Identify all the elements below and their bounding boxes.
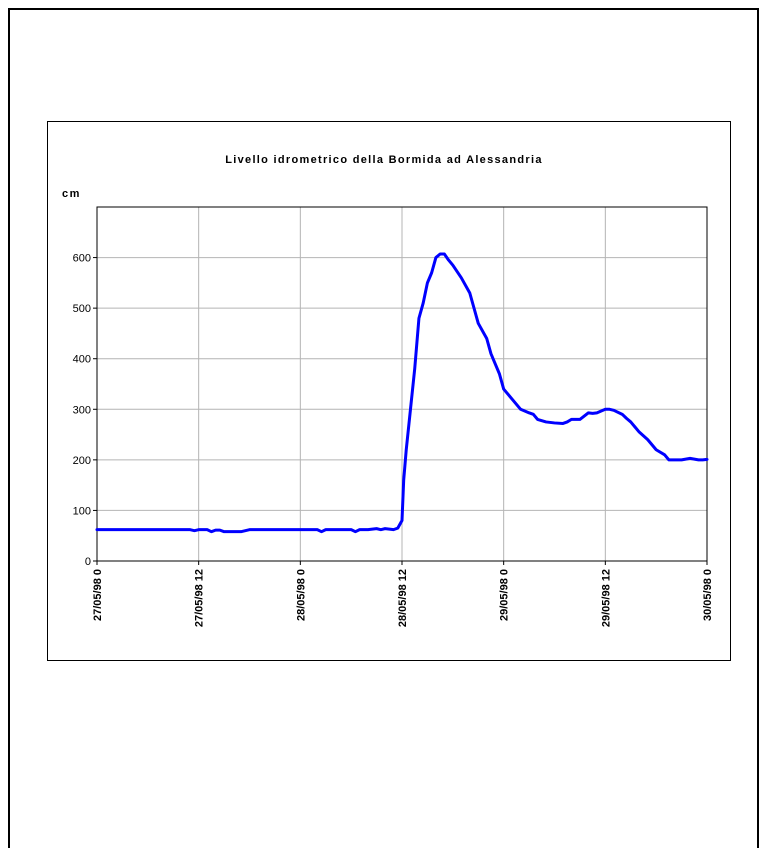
y-tick-label: 400 [73, 354, 91, 366]
y-tick-label: 600 [73, 253, 91, 265]
x-tick-label: 28/05/98 0 [295, 569, 307, 621]
y-tick-label: 200 [73, 455, 91, 467]
x-tick-label: 30/05/98 0 [702, 569, 714, 621]
y-tick-label: 300 [73, 404, 91, 416]
y-axis-ticks: 0 100 200 300 400 500 600 [73, 253, 97, 568]
chart-title: Livello idrometrico della Bormida ad Ale… [225, 154, 543, 166]
y-tick-label: 0 [85, 556, 91, 568]
page-frame [8, 8, 759, 848]
y-axis-label: cm [62, 188, 81, 200]
x-tick-label: 29/05/98 0 [499, 569, 511, 621]
chart-container: Livello idrometrico della Bormida ad Ale… [47, 121, 731, 661]
x-tick-label: 27/05/98 12 [194, 569, 206, 627]
series-line [95, 252, 709, 534]
x-tick-label: 29/05/98 12 [600, 569, 612, 627]
y-tick-label: 500 [73, 303, 91, 315]
x-axis-ticks: 27/05/98 0 27/05/98 12 28/05/98 0 28/05/98 … [92, 561, 714, 627]
grid-lines [97, 207, 707, 561]
x-tick-label: 27/05/98 0 [92, 569, 104, 621]
x-tick-label: 28/05/98 12 [397, 569, 409, 627]
y-tick-label: 100 [73, 505, 91, 517]
chart-svg: Livello idrometrico della Bormida ad Ale… [62, 154, 714, 627]
series-group [95, 252, 709, 534]
